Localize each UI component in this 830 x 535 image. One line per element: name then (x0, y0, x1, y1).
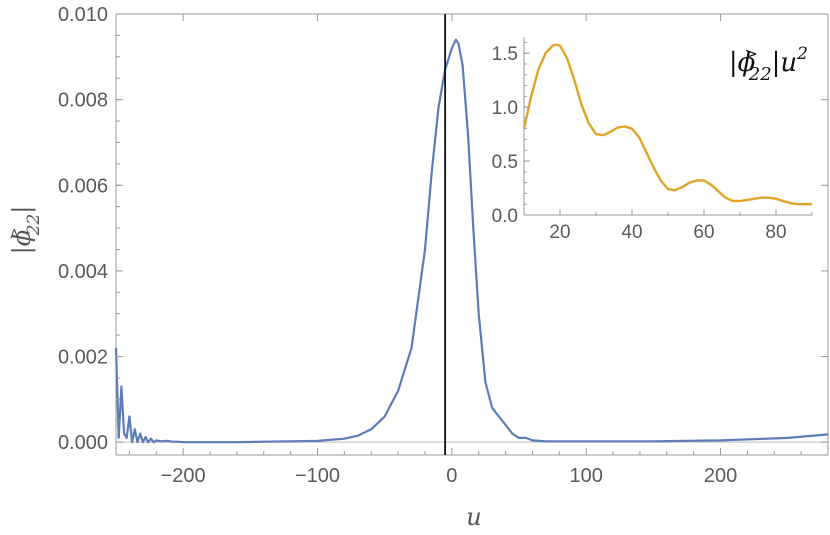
y-axis-title-symbol: ϕ (8, 230, 36, 246)
x-axis-title: u (466, 503, 481, 531)
inset-y-tick-label: 1.5 (492, 44, 518, 65)
y-tick-label: 0.000 (58, 432, 108, 454)
inset-ticks: 20 40 60 80 0.0 0.5 1.0 1.5 (492, 41, 813, 243)
y-tick-label: 0.004 (58, 261, 108, 283)
y-tick-label: 0.006 (58, 175, 108, 197)
inset-annotation-sup: > (744, 44, 757, 63)
y-tick-label: 0.002 (58, 347, 108, 369)
inset-x-tick-label: 60 (693, 222, 714, 243)
x-tick-label: −100 (295, 465, 340, 487)
inset-x-tick-label: 80 (765, 222, 786, 243)
inset-annotation-open: | (729, 48, 738, 78)
x-tick-label: 0 (446, 465, 457, 487)
inset-annotation-sub: 22 (748, 64, 772, 85)
x-tick-label: 100 (570, 465, 603, 487)
inset-background (516, 28, 816, 228)
inset-series-group (522, 43, 812, 206)
inset-series-line (522, 43, 812, 206)
inset-x-tick-label: 20 (549, 222, 570, 243)
y-axis-title-close: | (8, 206, 37, 214)
y-axis-title-open: | (8, 246, 37, 254)
main-series-group (114, 38, 829, 444)
y-tick-label: 0.010 (58, 4, 108, 26)
y-axis-title: |ϕ>22| (5, 206, 44, 255)
inset-annotation: |ϕ> 22|u2 (729, 44, 808, 85)
inset-annotation-var: u (780, 48, 797, 78)
y-tick-label: 0.008 (58, 90, 108, 112)
main-ticks: −200 −100 0 100 200 0.000 0.002 0.004 0.006 0.008… (58, 4, 829, 487)
y-axis-title-sup: > (5, 227, 23, 240)
inset-y-tick-label: 1.0 (492, 98, 518, 119)
y-axis-title-sub: 22 (24, 214, 44, 237)
x-tick-label: −200 (161, 465, 206, 487)
inset-annotation-symbol: ϕ (738, 48, 756, 78)
inset-y-tick-label: 0.5 (492, 152, 518, 173)
main-series-line (114, 38, 829, 444)
inset-y-tick-label: 0.0 (492, 206, 518, 227)
inset-annotation-exp: 2 (796, 44, 808, 64)
inset-annotation-close: | (772, 48, 781, 78)
x-tick-label: 200 (704, 465, 737, 487)
inset-x-tick-label: 40 (621, 222, 642, 243)
